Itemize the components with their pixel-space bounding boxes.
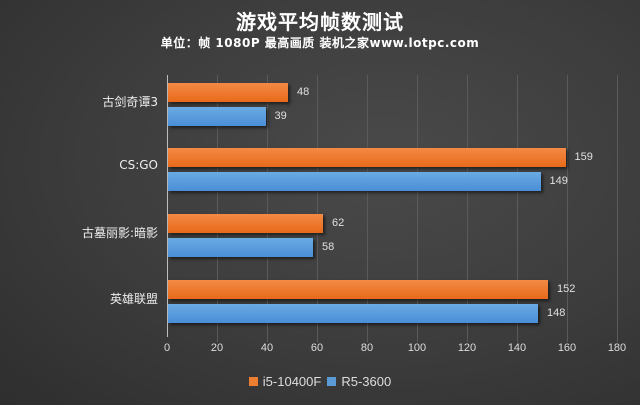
data-label-i5: 48 (297, 86, 310, 98)
x-tick-label: 140 (507, 342, 527, 354)
data-label-r5: 58 (322, 241, 335, 253)
gridline (467, 75, 468, 342)
gridline (367, 75, 368, 342)
data-label-r5: 149 (549, 175, 568, 187)
data-label-i5: 152 (557, 283, 576, 295)
legend-label-r5: R5-3600 (341, 374, 392, 389)
category-label: 英雄联盟 (109, 292, 158, 306)
bar-i5[interactable] (168, 280, 548, 299)
bar-i5[interactable] (168, 148, 566, 167)
bar-r5[interactable] (168, 238, 313, 257)
x-tick-label: 20 (210, 342, 224, 354)
legend-swatch-blue-icon (327, 377, 337, 386)
gridline (567, 75, 568, 342)
x-tick-label: 160 (557, 342, 577, 354)
data-label-i5: 62 (332, 217, 345, 229)
bar-r5[interactable] (168, 172, 541, 191)
legend-label-i5: i5-10400F (262, 374, 322, 389)
x-tick-label: 100 (407, 342, 427, 354)
legend-item-r5[interactable]: R5-3600 (327, 374, 391, 389)
x-tick-label: 0 (163, 342, 171, 354)
data-label-r5: 39 (274, 110, 287, 122)
legend-swatch-orange-icon (248, 377, 258, 386)
category-label: CS:GO (119, 158, 158, 172)
x-tick-label: 120 (457, 342, 477, 354)
x-tick-label: 80 (360, 342, 374, 354)
x-tick-label: 60 (310, 342, 324, 354)
bar-r5[interactable] (168, 304, 538, 323)
chart-title: 游戏平均帧数测试 (236, 10, 404, 34)
y-axis-line (167, 75, 168, 337)
category-label: 古墓丽影:暗影 (81, 226, 158, 240)
bar-r5[interactable] (168, 107, 266, 126)
bar-i5[interactable] (168, 83, 288, 102)
plot-area (167, 75, 618, 342)
gridline (267, 75, 268, 342)
gridline (217, 75, 218, 342)
gridline (517, 75, 518, 342)
gridline (317, 75, 318, 342)
legend: i5-10400F R5-3600 (0, 374, 640, 389)
legend-item-i5[interactable]: i5-10400F (248, 374, 322, 389)
gridline (417, 75, 418, 342)
bar-i5[interactable] (168, 214, 323, 233)
gridline (617, 75, 618, 342)
category-label: 古剑奇谭3 (102, 95, 158, 109)
data-label-r5: 148 (547, 307, 566, 319)
x-tick-label: 180 (607, 342, 627, 354)
data-label-i5: 159 (574, 151, 593, 163)
chart-subtitle: 单位：帧 1080P 最高画质 装机之家www.lotpc.com (160, 36, 480, 50)
x-tick-label: 40 (260, 342, 274, 354)
